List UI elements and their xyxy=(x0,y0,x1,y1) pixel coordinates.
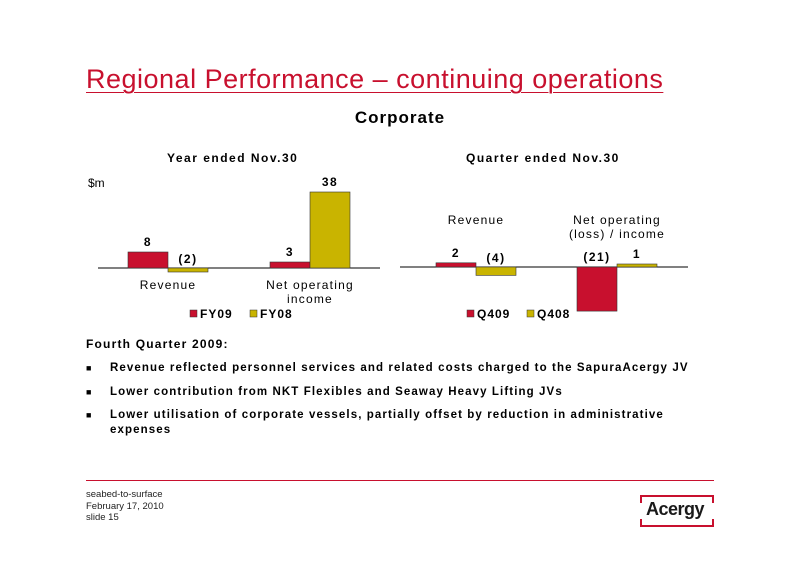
category-label: Revenue xyxy=(140,278,196,292)
bar-fy08-1 xyxy=(309,191,351,269)
bar-q408-0 xyxy=(475,266,517,276)
legend-swatch xyxy=(249,309,258,318)
data-label: (2) xyxy=(178,252,197,266)
legend-label: FY08 xyxy=(260,307,293,321)
commentary-heading: Fourth Quarter 2009: xyxy=(86,337,229,351)
data-label: 1 xyxy=(633,247,641,261)
category-label: Net operating xyxy=(266,278,354,292)
legend-swatch xyxy=(466,309,475,318)
slide-subtitle: Corporate xyxy=(354,108,446,127)
chart-title-quarter: Quarter ended Nov.30 xyxy=(466,151,620,165)
data-label: 8 xyxy=(144,235,152,249)
footer-date: February 17, 2010 xyxy=(86,500,164,512)
chart-title-year: Year ended Nov.30 xyxy=(167,151,299,165)
bullet-text: Lower contribution from NKT Flexibles an… xyxy=(110,386,563,398)
data-label: 3 xyxy=(286,245,294,259)
acergy-logo: Acergy xyxy=(640,495,714,527)
footer-text: seabed-to-surface February 17, 2010 slid… xyxy=(86,489,164,524)
bar-fy08-0 xyxy=(167,267,209,273)
slide-title: Regional Performance – continuing operat… xyxy=(86,64,664,94)
bar-fy09-1 xyxy=(269,261,311,269)
legend-swatch xyxy=(526,309,535,318)
bullet-text: Revenue reflected personnel services and… xyxy=(110,362,689,374)
category-label: income xyxy=(287,292,333,306)
bar-fy09-0 xyxy=(127,251,169,269)
bullet-square-icon: ■ xyxy=(86,410,93,420)
data-label: (4) xyxy=(486,251,505,265)
footer-tagline: seabed-to-surface xyxy=(86,489,163,500)
legend-label: FY09 xyxy=(200,307,233,321)
bar-q409-1 xyxy=(576,266,618,312)
bar-q409-0 xyxy=(435,262,477,268)
bar-q408-1 xyxy=(616,263,658,268)
y-axis-label: $m xyxy=(88,176,105,190)
legend-label: Q409 xyxy=(477,307,510,321)
logo-text: Acergy xyxy=(646,499,705,519)
logo-bracket-top xyxy=(640,495,714,503)
bullet-text: Lower utilisation of corporate vessels, … xyxy=(110,409,664,436)
category-label: Net operating xyxy=(573,213,661,227)
category-label: Revenue xyxy=(448,213,504,227)
legend-swatch xyxy=(189,309,198,318)
legend-label: Q408 xyxy=(537,307,570,321)
footer-divider xyxy=(86,480,714,481)
footer-slide-number: slide 15 xyxy=(86,512,119,523)
bullet-square-icon: ■ xyxy=(86,387,93,397)
logo-bracket-bottom xyxy=(640,519,714,527)
category-label: (loss) / income xyxy=(569,227,665,241)
bullet-square-icon: ■ xyxy=(86,363,93,373)
data-label: (21) xyxy=(583,250,610,264)
data-label: 38 xyxy=(322,175,338,189)
data-label: 2 xyxy=(452,246,460,260)
